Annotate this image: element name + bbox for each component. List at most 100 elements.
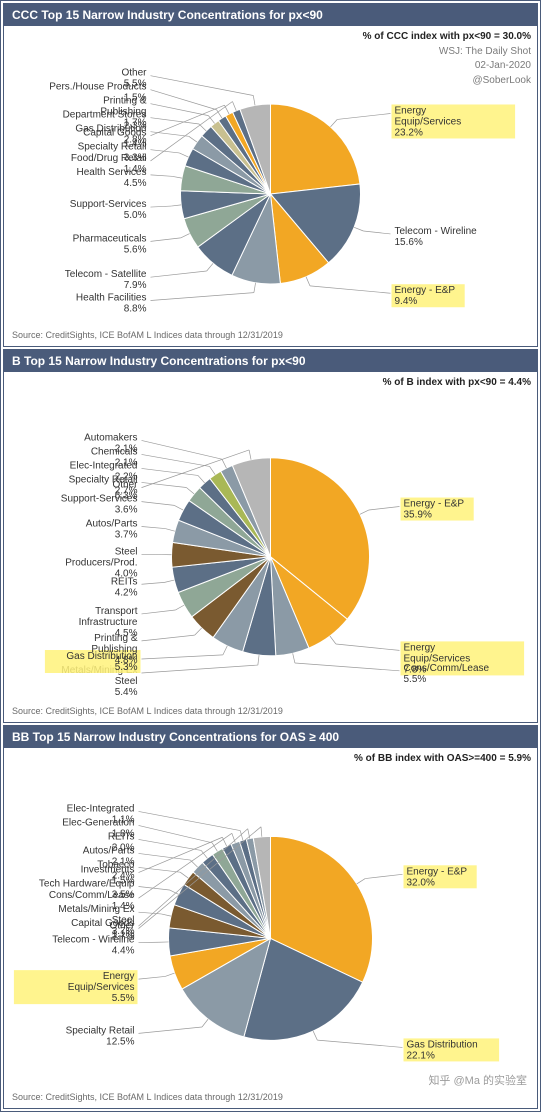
leader-line [363, 231, 390, 234]
leader-line [142, 502, 175, 506]
leader-line [172, 176, 182, 178]
slice-label: Health Facilities8.8% [76, 293, 147, 315]
leader-line [139, 976, 166, 979]
leader-line [139, 811, 241, 830]
leader-line [261, 827, 262, 837]
chart-title: CCC Top 15 Narrow Industry Concentration… [4, 4, 537, 26]
leader-line [337, 113, 390, 119]
index-caption: % of CCC index with px<90 = 30.0% [363, 30, 531, 45]
leader-line [181, 234, 190, 238]
leader-line [313, 1031, 317, 1040]
leader-line [369, 507, 400, 510]
leader-line [142, 635, 195, 641]
leader-line [210, 466, 216, 474]
leader-line [139, 853, 191, 860]
pie-chart-bb: Energy - E&P32.0%Gas Distribution22.1%Sp… [4, 748, 537, 1088]
leader-line [330, 119, 337, 126]
leader-line [151, 238, 181, 242]
index-caption: % of B index with px<90 = 4.4% [383, 376, 531, 391]
leader-line [142, 582, 165, 584]
chart-title: BB Top 15 Narrow Industry Concentrations… [4, 726, 537, 748]
leader-line [232, 102, 236, 111]
leader-line [139, 1027, 203, 1033]
leader-line [151, 271, 207, 277]
index-caption: % of BB index with OAS>=400 = 5.9% [354, 752, 531, 767]
leader-line [151, 175, 173, 176]
leader-line [142, 526, 166, 528]
leader-line [151, 293, 254, 301]
leader-line [295, 663, 400, 671]
leader-line [330, 636, 336, 644]
slice-label: Support-Services5.0% [70, 199, 147, 221]
leader-line [151, 90, 217, 110]
leader-line [186, 488, 194, 494]
pie-slice [271, 104, 360, 194]
leader-line [223, 646, 227, 655]
slice-label: Telecom - Wireline15.6% [395, 226, 478, 248]
leader-line [195, 628, 202, 635]
leader-line [179, 153, 188, 157]
source-date: 02-Jan-2020 [363, 59, 531, 74]
leader-line [142, 468, 198, 475]
leader-line [142, 610, 176, 614]
leader-line [151, 76, 254, 96]
leader-line [139, 825, 213, 842]
leader-line [165, 973, 174, 976]
chart-title: B Top 15 Narrow Industry Concentrations … [4, 350, 537, 372]
leader-line [142, 665, 258, 673]
source-footer: Source: CreditSights, ICE BofAM L Indice… [4, 1088, 537, 1108]
leader-line [336, 644, 400, 650]
leader-line [360, 510, 369, 514]
chart-panel-ccc: CCC Top 15 Narrow Industry Concentration… [3, 3, 538, 347]
leader-line [357, 879, 365, 884]
slice-label: Cons/Comm/Lease5.5% [404, 663, 490, 685]
leader-line [189, 136, 197, 142]
source-footer: Source: CreditSights, ICE BofAM L Indice… [4, 326, 537, 346]
leader-line [180, 872, 188, 878]
pie-chart-b: Energy - E&P35.9%EnergyEquip/Services7.8… [4, 372, 537, 702]
source-footer: Source: CreditSights, ICE BofAM L Indice… [4, 702, 537, 722]
leader-line [161, 914, 171, 916]
slice-label: Other2.7% [109, 921, 135, 943]
slice-label: Specialty Retail12.5% [66, 1025, 135, 1047]
leader-line [151, 104, 209, 116]
leader-line [174, 505, 183, 510]
leader-line [258, 655, 259, 665]
slice-label: SteelProducers/Prod.4.0% [65, 546, 137, 579]
source-name: WSJ: The Daily Shot [363, 45, 531, 60]
top-right-annotation: % of B index with px<90 = 4.4% [383, 376, 531, 391]
leader-line [293, 653, 295, 663]
slice-label: Other5.5% [121, 68, 147, 90]
leader-line [202, 1019, 208, 1027]
slice-label: REITs4.2% [111, 576, 138, 598]
leader-line [254, 283, 256, 293]
slice-label: Pharmaceuticals5.6% [73, 233, 147, 255]
leader-line [249, 450, 251, 460]
leader-line [142, 655, 223, 659]
leader-line [198, 475, 205, 482]
leader-line [151, 132, 189, 137]
leader-line [171, 205, 181, 206]
leader-line [207, 263, 213, 271]
chart-panel-bb: BB Top 15 Narrow Industry Concentrations… [3, 725, 538, 1109]
leader-line [139, 839, 202, 850]
leader-line [165, 529, 175, 532]
top-right-annotation: % of CCC index with px<90 = 30.0% WSJ: T… [363, 30, 531, 88]
leader-line [222, 459, 226, 468]
leader-line [253, 95, 255, 105]
slice-label: Other6.3% [112, 480, 138, 502]
leader-line [310, 286, 391, 293]
leader-line [165, 580, 175, 582]
page-container: CCC Top 15 Narrow Industry Concentration… [0, 0, 541, 1112]
source-handle: @SoberLook [363, 74, 531, 89]
slice-label: Autos/Parts3.7% [86, 518, 138, 540]
leader-line [354, 227, 363, 231]
leader-line [365, 874, 402, 878]
leader-line [151, 206, 172, 207]
leader-line [142, 454, 210, 466]
leader-line [175, 605, 184, 610]
leader-line [317, 1040, 402, 1047]
slice-label: Telecom - Satellite7.9% [65, 269, 147, 291]
leader-line [306, 277, 310, 286]
chart-panel-b: B Top 15 Narrow Industry Concentrations … [3, 349, 538, 723]
